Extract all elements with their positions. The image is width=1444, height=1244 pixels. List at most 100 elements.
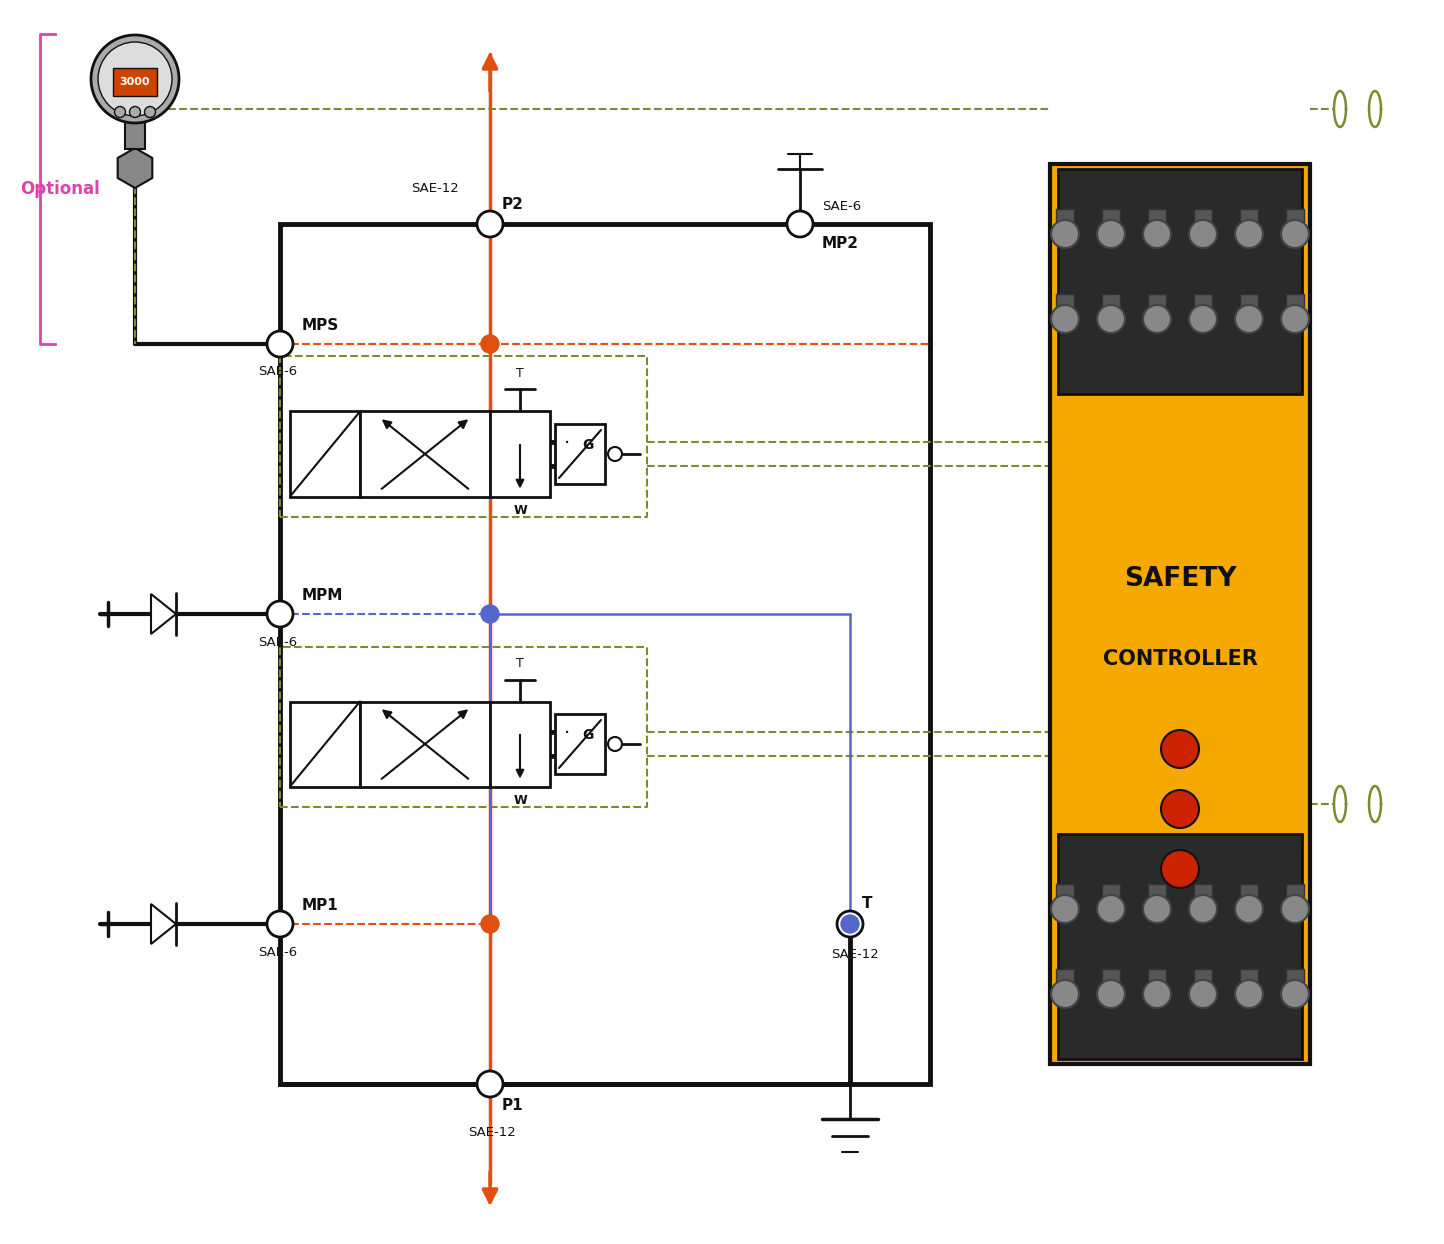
Bar (1194, 209, 1212, 221)
Bar (554, 714, 605, 774)
Bar (1148, 294, 1165, 307)
Bar (360, 702, 490, 786)
Bar (1240, 884, 1258, 897)
Circle shape (1281, 894, 1310, 923)
Bar (1056, 294, 1074, 307)
Text: P1: P1 (503, 1098, 524, 1113)
Text: MPM: MPM (302, 588, 344, 603)
Circle shape (1097, 980, 1125, 1008)
Text: SAE-12: SAE-12 (412, 182, 459, 194)
Circle shape (114, 107, 126, 117)
Text: SAE-6: SAE-6 (258, 366, 297, 378)
Bar (1058, 833, 1302, 1059)
Bar (1056, 884, 1074, 897)
Text: SAE-12: SAE-12 (832, 948, 879, 960)
Text: G: G (582, 728, 593, 741)
Circle shape (1235, 980, 1264, 1008)
Circle shape (1188, 220, 1217, 248)
Text: SAE-6: SAE-6 (258, 636, 297, 648)
Bar (1287, 884, 1304, 897)
Bar (1102, 969, 1121, 982)
Circle shape (1051, 980, 1079, 1008)
Circle shape (1144, 894, 1171, 923)
Text: T: T (862, 897, 872, 912)
Circle shape (1188, 305, 1217, 333)
Text: MP2: MP2 (822, 236, 859, 251)
Bar (1058, 169, 1302, 394)
Bar (280, 224, 930, 1084)
Circle shape (481, 335, 500, 353)
Bar (360, 412, 490, 496)
Circle shape (1188, 980, 1217, 1008)
Bar (1240, 969, 1258, 982)
Bar (1102, 294, 1121, 307)
Circle shape (1097, 305, 1125, 333)
Circle shape (1144, 305, 1171, 333)
Bar (1148, 969, 1165, 982)
Text: .: . (565, 718, 570, 736)
Circle shape (1281, 220, 1310, 248)
Circle shape (267, 331, 293, 357)
Circle shape (1144, 220, 1171, 248)
Bar (1287, 294, 1304, 307)
Circle shape (477, 211, 503, 238)
Bar (1148, 209, 1165, 221)
Text: T: T (516, 367, 524, 379)
Text: SAE-6: SAE-6 (822, 199, 861, 213)
Text: G: G (582, 438, 593, 452)
Bar (490, 702, 550, 786)
Circle shape (1235, 305, 1264, 333)
Circle shape (1051, 220, 1079, 248)
Bar (113, 68, 157, 96)
Circle shape (267, 911, 293, 937)
Circle shape (1281, 305, 1310, 333)
Bar (1194, 294, 1212, 307)
Bar (290, 702, 360, 786)
Circle shape (1235, 894, 1264, 923)
Text: .: . (565, 428, 570, 447)
Bar (490, 412, 550, 496)
Bar (1056, 969, 1074, 982)
Text: MP1: MP1 (302, 898, 339, 913)
Bar (1194, 969, 1212, 982)
Circle shape (1097, 220, 1125, 248)
Circle shape (1161, 850, 1199, 888)
Circle shape (1161, 730, 1199, 768)
Circle shape (608, 447, 622, 462)
Text: W: W (513, 504, 527, 518)
Text: CONTROLLER: CONTROLLER (1103, 649, 1258, 669)
Circle shape (1051, 894, 1079, 923)
Bar (1240, 294, 1258, 307)
Circle shape (1188, 894, 1217, 923)
Text: P2: P2 (503, 197, 524, 211)
Circle shape (144, 107, 156, 117)
Text: SAE-12: SAE-12 (468, 1126, 516, 1138)
Text: T: T (516, 657, 524, 671)
Circle shape (130, 107, 140, 117)
Polygon shape (152, 904, 176, 944)
Circle shape (91, 35, 179, 123)
Circle shape (608, 736, 622, 751)
Text: W: W (513, 794, 527, 807)
Bar (1102, 884, 1121, 897)
Circle shape (1144, 980, 1171, 1008)
Bar (1148, 884, 1165, 897)
Bar (290, 412, 360, 496)
Circle shape (840, 916, 859, 933)
Polygon shape (117, 148, 152, 188)
Text: Optional: Optional (20, 180, 100, 198)
Circle shape (98, 42, 172, 116)
Bar (1102, 209, 1121, 221)
Circle shape (1235, 220, 1264, 248)
Circle shape (477, 1071, 503, 1097)
Bar (1056, 209, 1074, 221)
Circle shape (481, 916, 500, 933)
Bar (126, 114, 144, 149)
Bar (1287, 209, 1304, 221)
Circle shape (1281, 980, 1310, 1008)
Bar (1240, 209, 1258, 221)
Bar (1287, 969, 1304, 982)
Circle shape (787, 211, 813, 238)
Polygon shape (152, 593, 176, 634)
Text: MPS: MPS (302, 318, 339, 333)
